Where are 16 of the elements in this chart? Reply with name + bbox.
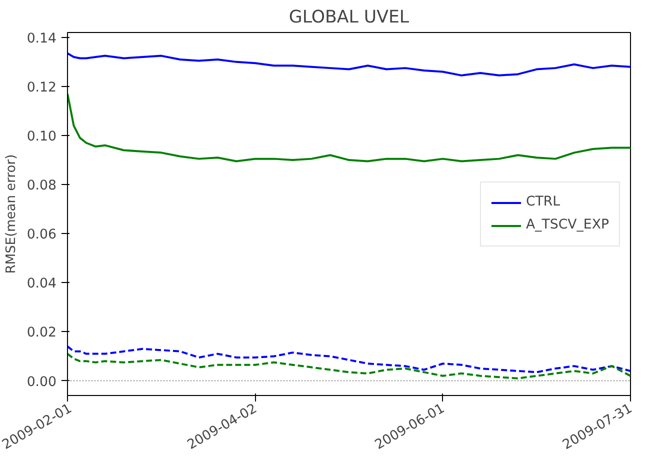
y-tick-label: 0.08 xyxy=(26,178,57,194)
y-axis-title: RMSE(mean error) xyxy=(4,154,19,274)
legend-label: CTRL xyxy=(526,194,560,210)
chart-title: GLOBAL UVEL xyxy=(288,8,410,28)
y-tick-label: 0.12 xyxy=(26,80,57,96)
y-tick-label: 0.00 xyxy=(26,374,57,390)
line-series xyxy=(68,92,630,162)
y-tick-label: 0.02 xyxy=(26,326,57,341)
y-tick-label: 0.14 xyxy=(26,31,57,46)
y-tick-label: 0.06 xyxy=(26,228,57,243)
y-tick-label: 0.10 xyxy=(26,130,57,145)
line-series xyxy=(68,352,630,380)
y-tick-label: 0.04 xyxy=(26,276,57,292)
line-series xyxy=(68,345,630,374)
line-series xyxy=(68,52,630,76)
legend-label: A_TSCV_EXP xyxy=(526,218,609,232)
